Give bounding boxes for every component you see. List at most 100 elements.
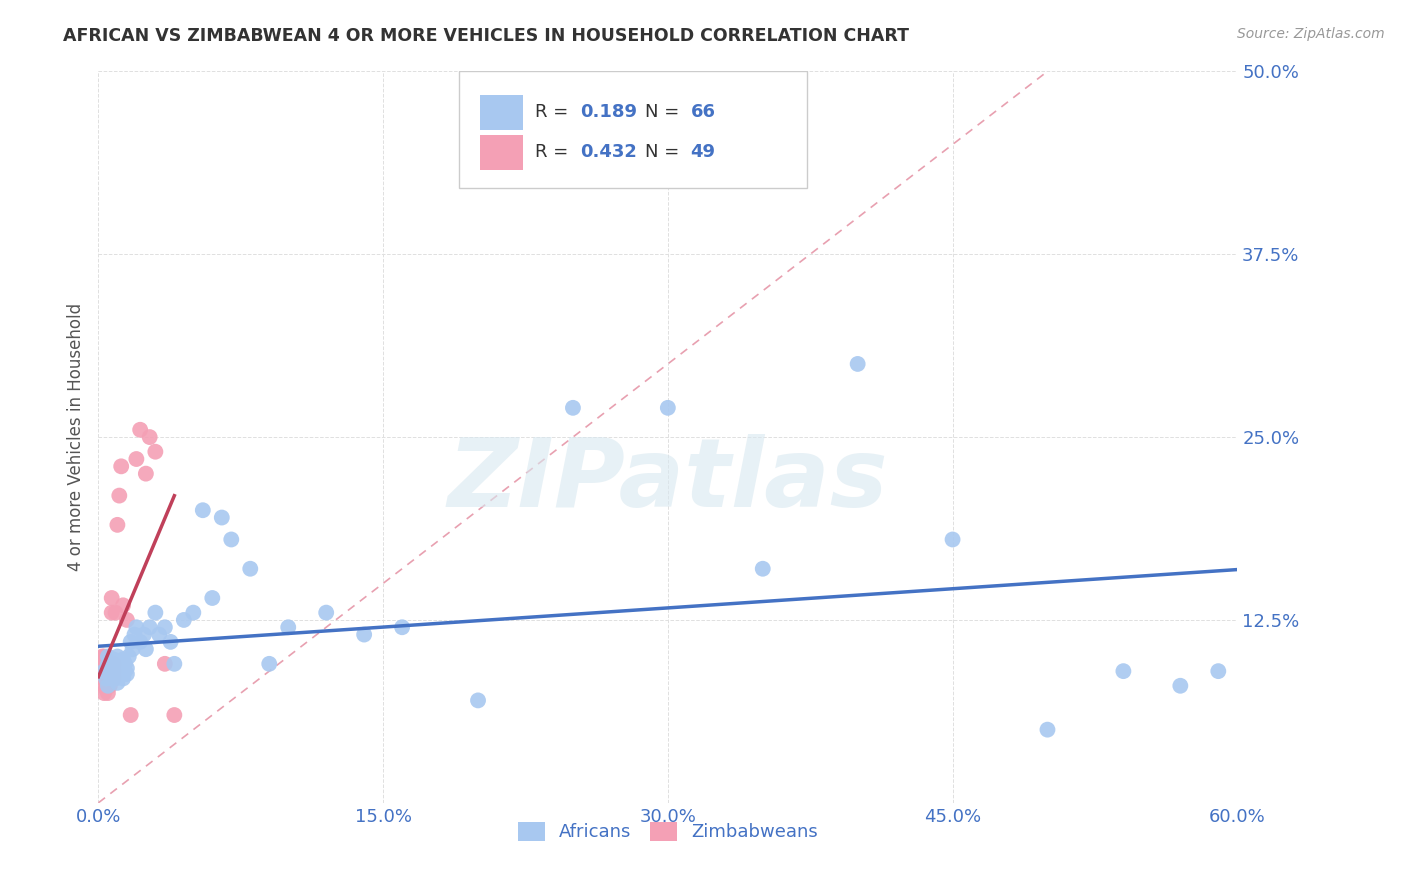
Point xyxy=(145,444,167,458)
Point xyxy=(98,670,121,684)
Point xyxy=(115,661,138,675)
Point xyxy=(239,562,262,576)
Point xyxy=(112,672,135,686)
Point xyxy=(1208,664,1230,678)
Text: 66: 66 xyxy=(690,103,716,120)
Point xyxy=(100,657,122,671)
Point xyxy=(159,635,181,649)
Point xyxy=(98,679,121,693)
Point xyxy=(94,672,117,686)
Point xyxy=(98,664,121,678)
Point xyxy=(97,657,120,671)
Point xyxy=(657,401,679,415)
Point xyxy=(97,679,120,693)
Point xyxy=(153,657,176,671)
Point xyxy=(1170,679,1192,693)
Point xyxy=(163,708,186,723)
Point xyxy=(108,657,131,671)
Point xyxy=(107,667,129,681)
Point xyxy=(153,620,176,634)
Point xyxy=(94,652,117,666)
Point xyxy=(391,620,413,634)
Point xyxy=(752,562,775,576)
Point xyxy=(103,652,125,666)
Point xyxy=(93,664,115,678)
Point xyxy=(98,661,121,675)
Point xyxy=(98,656,121,670)
Text: 0.189: 0.189 xyxy=(581,103,637,120)
Point xyxy=(94,681,117,696)
Point xyxy=(94,661,117,675)
Point xyxy=(107,676,129,690)
Point xyxy=(145,606,167,620)
Point xyxy=(93,686,115,700)
Point xyxy=(103,657,125,671)
Point xyxy=(191,503,214,517)
Point xyxy=(115,613,138,627)
Point xyxy=(562,401,585,415)
Point xyxy=(93,672,115,686)
Point xyxy=(103,672,125,686)
Point xyxy=(100,672,122,686)
Point xyxy=(97,656,120,670)
Point xyxy=(125,452,148,467)
Point xyxy=(100,661,122,675)
Point xyxy=(1112,664,1135,678)
Point xyxy=(91,649,114,664)
Point xyxy=(93,664,115,678)
Point xyxy=(135,467,157,481)
Point xyxy=(173,613,195,627)
Point xyxy=(104,657,127,671)
Text: 0.432: 0.432 xyxy=(581,143,637,161)
Point xyxy=(259,657,281,671)
Point xyxy=(148,627,170,641)
Bar xyxy=(479,135,523,170)
Point xyxy=(138,620,160,634)
Point xyxy=(97,649,120,664)
Point xyxy=(1036,723,1059,737)
Point xyxy=(277,620,299,634)
Point xyxy=(201,591,224,605)
Point xyxy=(112,599,135,613)
Point xyxy=(108,664,131,678)
Text: R =: R = xyxy=(534,103,574,120)
Point xyxy=(94,667,117,681)
Point xyxy=(114,657,136,671)
Point xyxy=(97,670,120,684)
Point xyxy=(221,533,243,547)
Point xyxy=(93,649,115,664)
Point xyxy=(120,635,142,649)
Point xyxy=(135,642,157,657)
Point xyxy=(97,676,120,690)
Point xyxy=(353,627,375,641)
Point xyxy=(93,657,115,671)
Text: ZIPatlas: ZIPatlas xyxy=(447,434,889,527)
Text: Source: ZipAtlas.com: Source: ZipAtlas.com xyxy=(1237,27,1385,41)
Point xyxy=(115,667,138,681)
Point xyxy=(846,357,869,371)
Point xyxy=(129,635,152,649)
Point xyxy=(103,661,125,675)
Point xyxy=(110,667,132,681)
Bar xyxy=(479,95,523,130)
Point xyxy=(98,667,121,681)
Point xyxy=(110,459,132,474)
Point xyxy=(125,620,148,634)
Point xyxy=(129,423,152,437)
Text: 49: 49 xyxy=(690,143,716,161)
Point xyxy=(94,672,117,686)
Point xyxy=(315,606,337,620)
FancyBboxPatch shape xyxy=(460,71,807,188)
Point xyxy=(97,686,120,700)
Point xyxy=(100,664,122,678)
Point xyxy=(97,679,120,693)
Point xyxy=(114,664,136,678)
Point xyxy=(91,664,114,678)
Point xyxy=(100,667,122,681)
Point xyxy=(98,652,121,666)
Text: R =: R = xyxy=(534,143,574,161)
Point xyxy=(211,510,233,524)
Text: N =: N = xyxy=(645,103,685,120)
Point xyxy=(104,672,127,686)
Point xyxy=(97,664,120,678)
